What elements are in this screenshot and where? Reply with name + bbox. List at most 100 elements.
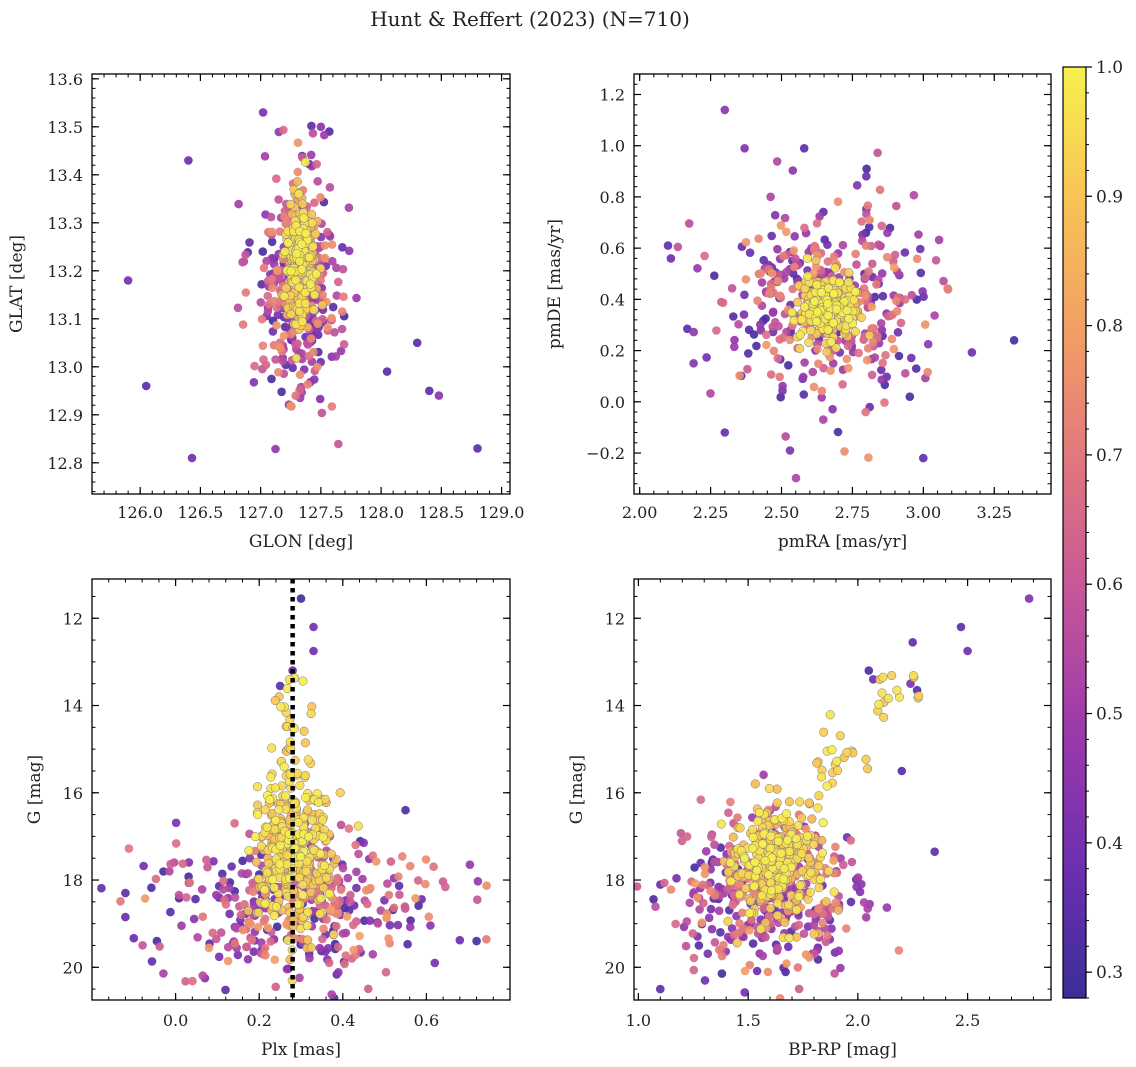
x-tick-label: 127.5: [298, 503, 344, 522]
scatter-point: [867, 324, 876, 333]
scatter-point: [718, 1001, 727, 1010]
scatter-point: [817, 393, 826, 402]
scatter-point: [204, 943, 214, 953]
scatter-point: [714, 906, 724, 916]
scatter-point: [740, 144, 749, 153]
scatter-point: [325, 183, 335, 192]
scatter-point: [832, 756, 842, 766]
scatter-point: [784, 847, 795, 857]
scatter-point: [931, 255, 941, 265]
scatter-point: [159, 867, 168, 876]
axes-frame: [633, 578, 1052, 1001]
scatter-point: [258, 341, 268, 351]
scatter-point: [723, 867, 733, 877]
scatter-point: [344, 203, 354, 212]
scatter-point: [123, 276, 133, 285]
scatter-point: [764, 870, 774, 880]
scatter-point: [319, 883, 329, 893]
scatter-point: [324, 958, 334, 968]
scatter-point: [812, 758, 822, 768]
scatter-point: [831, 304, 842, 314]
scatter-point: [865, 215, 874, 225]
scatter-point: [116, 897, 125, 906]
scatter-point: [828, 404, 837, 414]
y-tick-label: 13.4: [47, 166, 83, 185]
scatter-point: [267, 374, 276, 384]
scatter-point: [263, 923, 273, 932]
scatter-point: [223, 942, 233, 952]
scatter-point: [313, 319, 323, 329]
scatter-point: [147, 883, 156, 892]
scatter-point: [313, 177, 323, 186]
scatter-point: [740, 988, 749, 997]
scatter-point: [279, 291, 289, 301]
scatter-point: [267, 237, 277, 247]
scatter-point: [212, 934, 221, 944]
scatter-point: [779, 863, 789, 873]
scatter-point: [279, 762, 289, 772]
scatter-point: [726, 797, 735, 807]
scatter-point: [778, 381, 787, 391]
scatter-point: [773, 354, 783, 363]
scatter-point: [844, 314, 854, 324]
scatter-point: [381, 967, 391, 977]
scatter-point: [829, 252, 839, 261]
scatter-point: [748, 824, 758, 835]
scatter-point: [187, 453, 197, 463]
scatter-point: [306, 709, 316, 719]
scatter-point: [689, 327, 698, 337]
scatter-point: [203, 862, 212, 872]
scatter-point: [759, 770, 768, 780]
scatter-point: [911, 364, 921, 373]
x-tick-label: 0.0: [163, 1011, 188, 1030]
scatter-point: [258, 108, 268, 117]
scatter-point: [765, 903, 775, 913]
scatter-point: [719, 940, 728, 950]
scatter-point: [253, 800, 263, 810]
scatter-point: [473, 444, 482, 453]
scatter-point: [826, 366, 835, 376]
scatter-point: [817, 386, 827, 396]
scatter-point: [724, 808, 733, 817]
scatter-point: [734, 928, 743, 937]
scatter-point: [823, 257, 833, 266]
scatter-point: [455, 935, 465, 945]
y-tick-label: 12.8: [47, 454, 83, 473]
scatter-point: [710, 271, 719, 281]
scatter-point: [394, 881, 404, 891]
scatter-point: [334, 439, 343, 449]
scatter-point: [303, 805, 313, 815]
scatter-point: [336, 885, 346, 895]
scatter-point: [383, 879, 392, 888]
scatter-point: [789, 246, 799, 255]
scatter-point: [797, 813, 807, 823]
scatter-point: [822, 347, 832, 357]
scatter-point: [275, 840, 285, 850]
scatter-point: [300, 298, 311, 308]
scatter-point: [842, 354, 852, 364]
scatter-point: [336, 820, 346, 830]
scatter-point: [288, 363, 298, 373]
scatter-point: [828, 359, 838, 368]
scatter-point: [328, 302, 338, 312]
scatter-point: [272, 303, 282, 313]
scatter-point: [873, 148, 882, 158]
scatter-point: [802, 831, 813, 841]
scatter-point: [818, 818, 828, 828]
scatter-point: [277, 387, 286, 397]
scatter-point: [772, 784, 782, 794]
scatter-point: [752, 966, 762, 976]
scatter-point: [304, 832, 314, 842]
scatter-point: [319, 924, 328, 934]
scatter-point: [306, 279, 316, 289]
scatter-point: [809, 382, 819, 392]
scatter-point: [286, 266, 296, 276]
scatter-point: [261, 951, 270, 960]
scatter-point: [797, 849, 807, 859]
scatter-point: [815, 212, 824, 221]
y-tick-label: 20: [63, 958, 83, 977]
scatter-point: [159, 969, 168, 978]
scatter-point: [236, 910, 246, 920]
scatter-point: [208, 928, 217, 938]
y-tick-label: 14: [605, 697, 625, 716]
